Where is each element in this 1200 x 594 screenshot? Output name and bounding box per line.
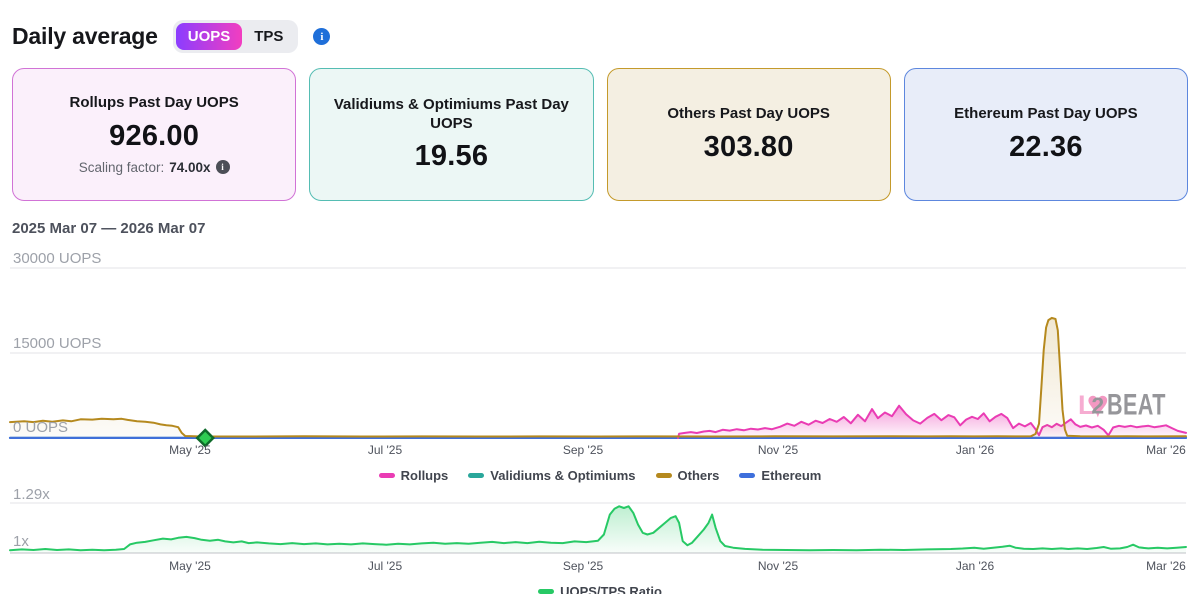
legend-item-ethereum: Ethereum — [739, 468, 821, 483]
card-rollups: Rollups Past Day UOPS 926.00 Scaling fac… — [12, 68, 297, 201]
date-range: 2025 Mar 07 — 2026 Mar 07 — [12, 220, 206, 237]
x-tick: Sep '25 — [562, 443, 604, 457]
milestone-diamond-marker — [195, 428, 215, 448]
toggle-option-uops[interactable]: UOPS — [175, 23, 243, 50]
logo-letter-l: L — [1078, 389, 1095, 420]
card-title: Others Past Day UOPS — [667, 105, 830, 123]
scaling-factor-label: Scaling factor: — [78, 159, 165, 175]
x-tick: Mar '26 — [1146, 443, 1186, 457]
x-tick: May '25 — [169, 443, 211, 457]
legend-label: UOPS/TPS Ratio — [560, 584, 662, 594]
card-value: 22.36 — [1009, 130, 1083, 163]
legend-item-rollups: Rollups — [378, 468, 449, 483]
ratio-dash-icon — [538, 589, 555, 594]
page-title: Daily average — [12, 23, 158, 49]
uops-chart-x-axis: May '25 Jul '25 Sep '25 Nov '25 Jan '26 … — [0, 443, 1200, 459]
x-tick: Jan '26 — [955, 443, 995, 457]
validiums-dash-icon — [468, 473, 485, 478]
uops-chart-legend: Rollups Validiums & Optimiums Others Eth… — [0, 468, 1200, 483]
scaling-factor-value: 74.00x — [169, 159, 211, 175]
ratio-chart-legend: UOPS/TPS Ratio — [0, 584, 1200, 594]
x-tick: Jul '25 — [367, 443, 403, 457]
legend-item-ratio: UOPS/TPS Ratio — [538, 584, 662, 594]
x-tick: May '25 — [169, 559, 211, 573]
header: Daily average UOPS TPS i — [12, 20, 331, 53]
card-value: 303.80 — [703, 130, 794, 163]
heart-icon: ♥ 2 — [1086, 384, 1110, 426]
card-title: Rollups Past Day UOPS — [69, 94, 239, 112]
card-value: 926.00 — [109, 119, 200, 152]
ethereum-dash-icon — [739, 473, 756, 478]
y-tick-15000: 15000 UOPS — [13, 335, 102, 352]
x-tick: Jan '26 — [955, 559, 995, 573]
legend-label: Others — [677, 468, 720, 483]
y-tick-1x: 1x — [13, 533, 29, 550]
x-tick: Mar '26 — [1146, 559, 1186, 573]
legend-label: Rollups — [400, 468, 449, 483]
y-tick-1-29x: 1.29x — [13, 486, 50, 503]
legend-label: Ethereum — [761, 468, 822, 483]
uops-tps-ratio-chart[interactable] — [0, 488, 1200, 558]
card-title: Ethereum Past Day UOPS — [954, 105, 1138, 123]
info-icon[interactable]: i — [313, 28, 331, 45]
uops-tps-toggle[interactable]: UOPS TPS — [172, 20, 299, 53]
toggle-option-tps[interactable]: TPS — [242, 23, 295, 50]
others-dash-icon — [655, 473, 672, 478]
legend-label: Validiums & Optimiums — [490, 468, 636, 483]
rollups-dash-icon — [378, 473, 395, 478]
scaling-factor-note: Scaling factor: 74.00x i — [79, 160, 230, 175]
legend-item-others: Others — [655, 468, 720, 483]
card-value: 19.56 — [414, 140, 489, 173]
stat-cards: Rollups Past Day UOPS 926.00 Scaling fac… — [12, 68, 1188, 201]
y-tick-0: 0 UOPS — [13, 419, 69, 436]
l2beat-logo: L ♥ 2 BEAT — [1078, 386, 1181, 424]
logo-text-beat: BEAT — [1107, 388, 1166, 421]
logo-digit-2: 2 — [1091, 392, 1105, 419]
y-tick-30000: 30000 UOPS — [13, 250, 102, 267]
info-icon[interactable]: i — [215, 160, 230, 175]
legend-item-validiums: Validiums & Optimiums — [468, 468, 636, 483]
x-tick: Nov '25 — [757, 443, 799, 457]
ratio-chart-x-axis: May '25 Jul '25 Sep '25 Nov '25 Jan '26 … — [0, 559, 1200, 575]
x-tick: Jul '25 — [367, 559, 403, 573]
x-tick: Sep '25 — [562, 559, 604, 573]
card-title: Validiums & Optimiums Past Day UOPS — [333, 95, 569, 132]
card-ethereum: Ethereum Past Day UOPS 22.36 — [903, 68, 1188, 201]
card-validiums: Validiums & Optimiums Past Day UOPS 19.5… — [309, 68, 594, 201]
x-tick: Nov '25 — [757, 559, 799, 573]
card-others: Others Past Day UOPS 303.80 — [606, 68, 891, 201]
uops-area-chart[interactable] — [0, 250, 1200, 450]
